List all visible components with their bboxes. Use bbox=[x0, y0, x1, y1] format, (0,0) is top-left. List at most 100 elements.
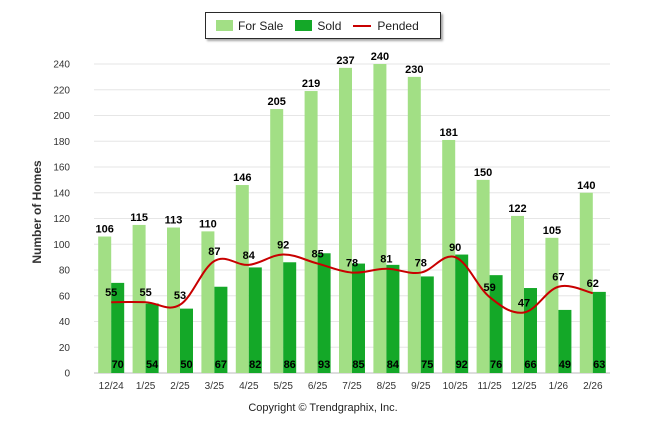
legend-label-sold: Sold bbox=[317, 18, 342, 33]
bar-sold bbox=[455, 254, 469, 373]
y-axis-label: Number of Homes bbox=[30, 160, 44, 264]
bar-for-sale bbox=[235, 185, 249, 373]
bar-for-sale bbox=[476, 179, 490, 373]
bar-for-sale bbox=[201, 231, 215, 373]
for-sale-value-label: 122 bbox=[508, 203, 526, 215]
pended-line bbox=[111, 253, 594, 314]
bar-sold bbox=[214, 286, 228, 373]
pended-value-label: 78 bbox=[346, 258, 358, 270]
sold-value-label: 86 bbox=[284, 359, 296, 371]
x-tick-label: 2/26 bbox=[583, 381, 603, 392]
copyright-text: Copyright © Trendgraphix, Inc. bbox=[248, 402, 398, 414]
bar-sold bbox=[317, 253, 331, 373]
y-tick-label: 60 bbox=[59, 291, 71, 302]
bar-sold bbox=[524, 288, 537, 373]
for-sale-value-label: 150 bbox=[474, 167, 492, 179]
bar-sold bbox=[558, 309, 572, 373]
for-sale-value-label: 230 bbox=[405, 64, 423, 76]
x-tick-label: 1/25 bbox=[136, 381, 156, 392]
x-tick-label: 2/25 bbox=[170, 381, 190, 392]
x-tick-label: 9/25 bbox=[411, 381, 431, 392]
x-tick-label: 7/25 bbox=[342, 381, 362, 392]
y-tick-label: 180 bbox=[53, 137, 70, 148]
y-tick-label: 220 bbox=[53, 85, 70, 96]
y-tick-label: 140 bbox=[53, 188, 70, 199]
pended-value-label: 62 bbox=[587, 278, 599, 290]
for-sale-value-label: 115 bbox=[130, 212, 148, 224]
for-sale-value-label: 113 bbox=[165, 215, 183, 227]
x-tick-label: 6/25 bbox=[308, 381, 328, 392]
bar-sold bbox=[145, 303, 159, 373]
pended-value-label: 81 bbox=[380, 254, 392, 266]
x-tick-label: 5/25 bbox=[273, 381, 293, 392]
y-tick-label: 200 bbox=[53, 111, 70, 122]
bar-for-sale bbox=[339, 67, 352, 374]
y-tick-label: 40 bbox=[59, 317, 71, 328]
sold-value-label: 66 bbox=[524, 359, 536, 371]
bars bbox=[98, 64, 606, 374]
y-tick-label: 80 bbox=[59, 266, 71, 277]
pended-value-label: 53 bbox=[174, 290, 186, 302]
bar-sold bbox=[180, 308, 193, 373]
for-sale-swatch-icon bbox=[216, 20, 233, 31]
y-tick-label: 0 bbox=[64, 369, 70, 380]
sold-swatch-icon bbox=[295, 20, 313, 31]
bar-for-sale bbox=[579, 192, 593, 373]
bar-for-sale bbox=[545, 237, 559, 373]
x-tick-label: 12/25 bbox=[511, 381, 536, 392]
for-sale-value-label: 237 bbox=[336, 55, 354, 67]
pended-value-label: 55 bbox=[139, 287, 151, 299]
x-tick-label: 10/25 bbox=[443, 381, 468, 392]
y-tick-label: 160 bbox=[53, 163, 70, 174]
x-tick-label: 3/25 bbox=[205, 381, 225, 392]
legend-item-pended[interactable]: Pended bbox=[353, 18, 419, 33]
sold-value-label: 67 bbox=[215, 359, 227, 371]
pended-value-label: 47 bbox=[518, 297, 530, 309]
bar-sold bbox=[248, 267, 262, 373]
pended-value-label: 55 bbox=[105, 287, 117, 299]
y-tick-label: 120 bbox=[53, 214, 70, 225]
for-sale-value-label: 219 bbox=[302, 78, 320, 90]
bar-for-sale bbox=[407, 76, 421, 373]
sold-value-label: 84 bbox=[387, 359, 400, 371]
for-sale-value-label: 146 bbox=[233, 172, 251, 184]
sold-value-label: 63 bbox=[593, 359, 605, 371]
bar-sold bbox=[111, 282, 125, 373]
y-tick-label: 100 bbox=[53, 240, 70, 251]
legend-label-pended: Pended bbox=[377, 18, 419, 33]
pended-value-label: 59 bbox=[483, 282, 495, 294]
sold-value-label: 49 bbox=[559, 359, 571, 371]
y-tick-label: 240 bbox=[53, 60, 70, 71]
legend-item-for-sale[interactable]: For Sale bbox=[216, 19, 283, 33]
bar-for-sale bbox=[304, 91, 318, 373]
for-sale-value-label: 205 bbox=[268, 96, 286, 108]
bar-for-sale bbox=[511, 215, 524, 373]
bar-sold bbox=[592, 291, 606, 373]
pended-value-label: 90 bbox=[449, 242, 461, 254]
pended-value-label: 67 bbox=[552, 272, 564, 284]
pended-value-label: 78 bbox=[415, 258, 427, 270]
bar-for-sale bbox=[132, 224, 146, 373]
y-axis-ticks: 0 20 40 60 80 100 120 140 160 180 200 220 240 bbox=[53, 60, 70, 380]
x-axis-ticks: 12/24 1/25 2/25 3/25 4/25 5/25 6/25 7/25 8/25 9/2… bbox=[99, 381, 603, 392]
legend: For Sale Sold Pended bbox=[205, 12, 441, 39]
sold-value-label: 70 bbox=[112, 359, 124, 371]
pended-value-label: 84 bbox=[243, 250, 256, 262]
sold-value-label: 54 bbox=[146, 359, 159, 371]
pended-value-label: 87 bbox=[208, 246, 220, 258]
bar-sold bbox=[352, 263, 365, 373]
x-tick-label: 8/25 bbox=[377, 381, 397, 392]
legend-label-for-sale: For Sale bbox=[238, 18, 284, 33]
sold-value-label: 93 bbox=[318, 359, 330, 371]
x-tick-label: 12/24 bbox=[99, 381, 124, 392]
sold-value-label: 92 bbox=[456, 359, 468, 371]
bar-for-sale bbox=[98, 236, 112, 373]
bar-sold bbox=[420, 276, 434, 373]
sold-value-label: 75 bbox=[421, 359, 433, 371]
legend-item-sold[interactable]: Sold bbox=[295, 19, 341, 33]
for-sale-value-label: 181 bbox=[440, 127, 458, 139]
sold-value-label: 85 bbox=[352, 359, 364, 371]
x-tick-label: 1/26 bbox=[549, 381, 569, 392]
data-labels: 106 70 55 115 54 55 113 50 53 110 67 87 146 82 84 205 86… bbox=[96, 51, 606, 371]
